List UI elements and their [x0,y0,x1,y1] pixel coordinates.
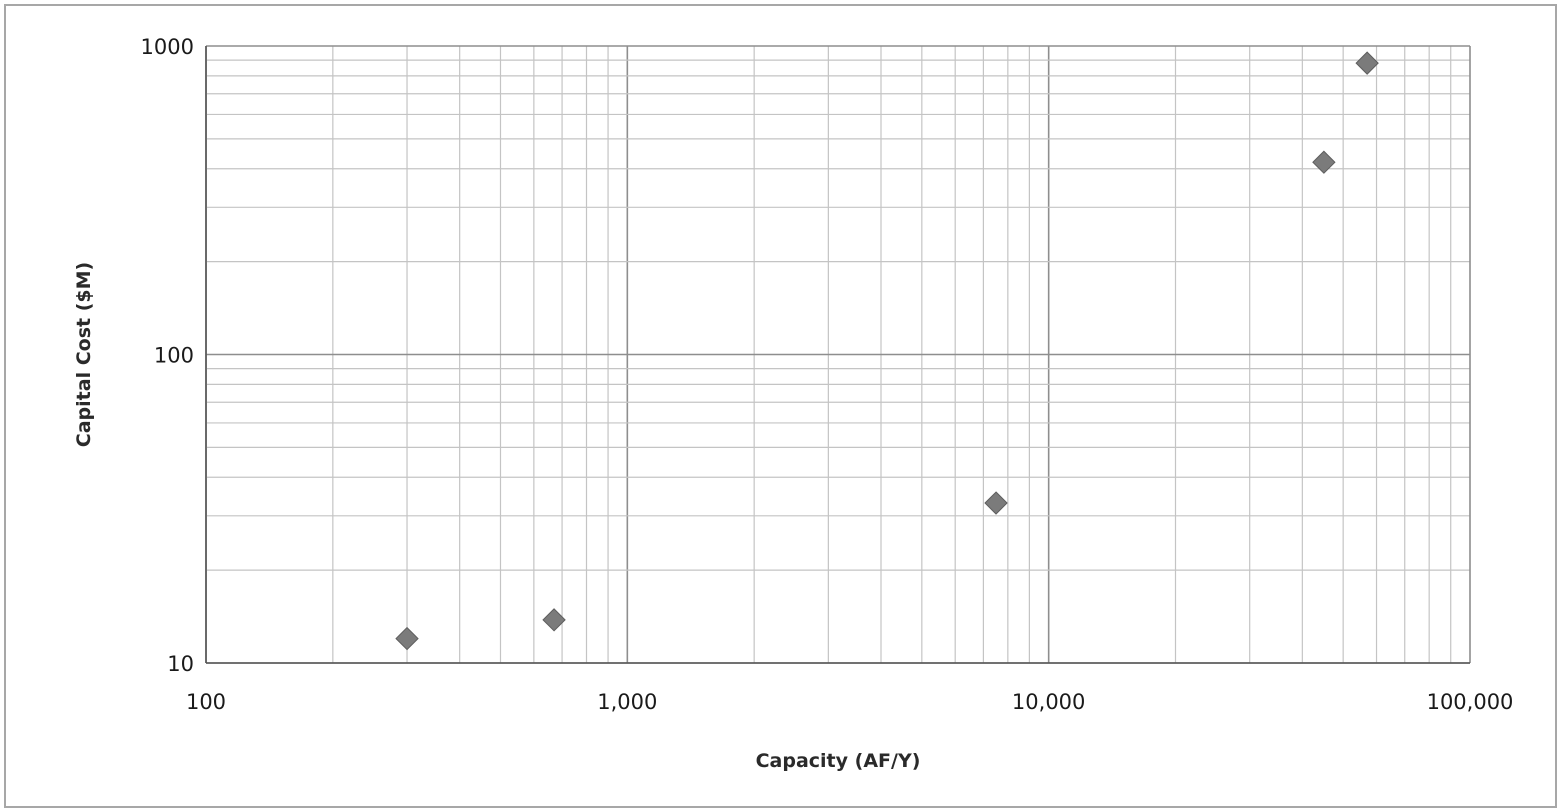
gridlines [205,45,1471,664]
data-points [395,51,1379,651]
axes [205,46,1470,664]
y-axis-title: Capital Cost ($M) [73,262,95,447]
x-tick-label: 100,000 [1427,690,1514,714]
y-tick-label: 1000 [141,35,194,59]
y-tick-label: 100 [154,344,194,368]
data-point-diamond [395,626,419,651]
x-tick-label: 1,000 [597,690,657,714]
chart-area: 100 1,000 10,000 100,000 10 100 1000 Capacity … [4,4,1557,808]
tick-labels: 100 1,000 10,000 100,000 10 100 1000 [141,35,1514,714]
data-point-diamond [1312,150,1336,174]
y-tick-label: 10 [167,652,194,676]
x-tick-label: 100 [186,690,226,714]
data-point-diamond [1355,51,1379,75]
data-point-diamond [542,608,566,632]
x-axis-title: Capacity (AF/Y) [756,750,921,772]
x-tick-label: 10,000 [1012,690,1085,714]
scatter-chart: 100 1,000 10,000 100,000 10 100 1000 Capacity … [73,35,1514,772]
data-point-diamond [984,491,1008,515]
